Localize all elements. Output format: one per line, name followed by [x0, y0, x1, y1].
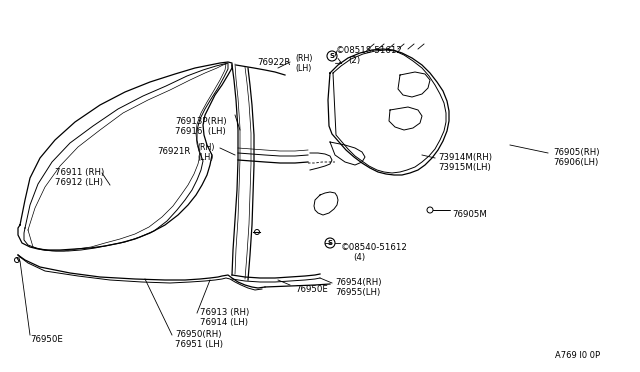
Text: 76906(LH): 76906(LH) [553, 158, 598, 167]
Text: S: S [330, 53, 335, 59]
Text: 76911 (RH): 76911 (RH) [55, 168, 104, 177]
Text: (RH): (RH) [295, 54, 312, 63]
Text: 76916  (LH): 76916 (LH) [175, 127, 226, 136]
Text: (2): (2) [348, 56, 360, 65]
Text: 76913P(RH): 76913P(RH) [175, 117, 227, 126]
Text: 76912 (LH): 76912 (LH) [55, 178, 103, 187]
Text: 76913 (RH): 76913 (RH) [200, 308, 249, 317]
Text: 76905(RH): 76905(RH) [553, 148, 600, 157]
Text: 76914 (LH): 76914 (LH) [200, 318, 248, 327]
Text: ©08540-51612: ©08540-51612 [341, 243, 408, 252]
Text: A769 I0 0P: A769 I0 0P [555, 351, 600, 360]
Text: 76955(LH): 76955(LH) [335, 288, 380, 297]
Text: 76951 (LH): 76951 (LH) [175, 340, 223, 349]
Text: 76950(RH): 76950(RH) [175, 330, 221, 339]
Text: 76950E: 76950E [30, 335, 63, 344]
Text: 76921R: 76921R [157, 147, 190, 156]
Text: (LH): (LH) [197, 153, 213, 162]
Text: (RH): (RH) [197, 143, 214, 152]
Text: ©08518-51612: ©08518-51612 [336, 46, 403, 55]
Text: S: S [328, 240, 333, 246]
Text: 73915M(LH): 73915M(LH) [438, 163, 491, 172]
Text: 76954(RH): 76954(RH) [335, 278, 381, 287]
Text: 76950E: 76950E [295, 285, 328, 294]
Text: 76905M: 76905M [452, 210, 487, 219]
Text: 76922R: 76922R [257, 58, 291, 67]
Text: (4): (4) [353, 253, 365, 262]
Text: 73914M(RH): 73914M(RH) [438, 153, 492, 162]
Text: (LH): (LH) [295, 64, 312, 73]
